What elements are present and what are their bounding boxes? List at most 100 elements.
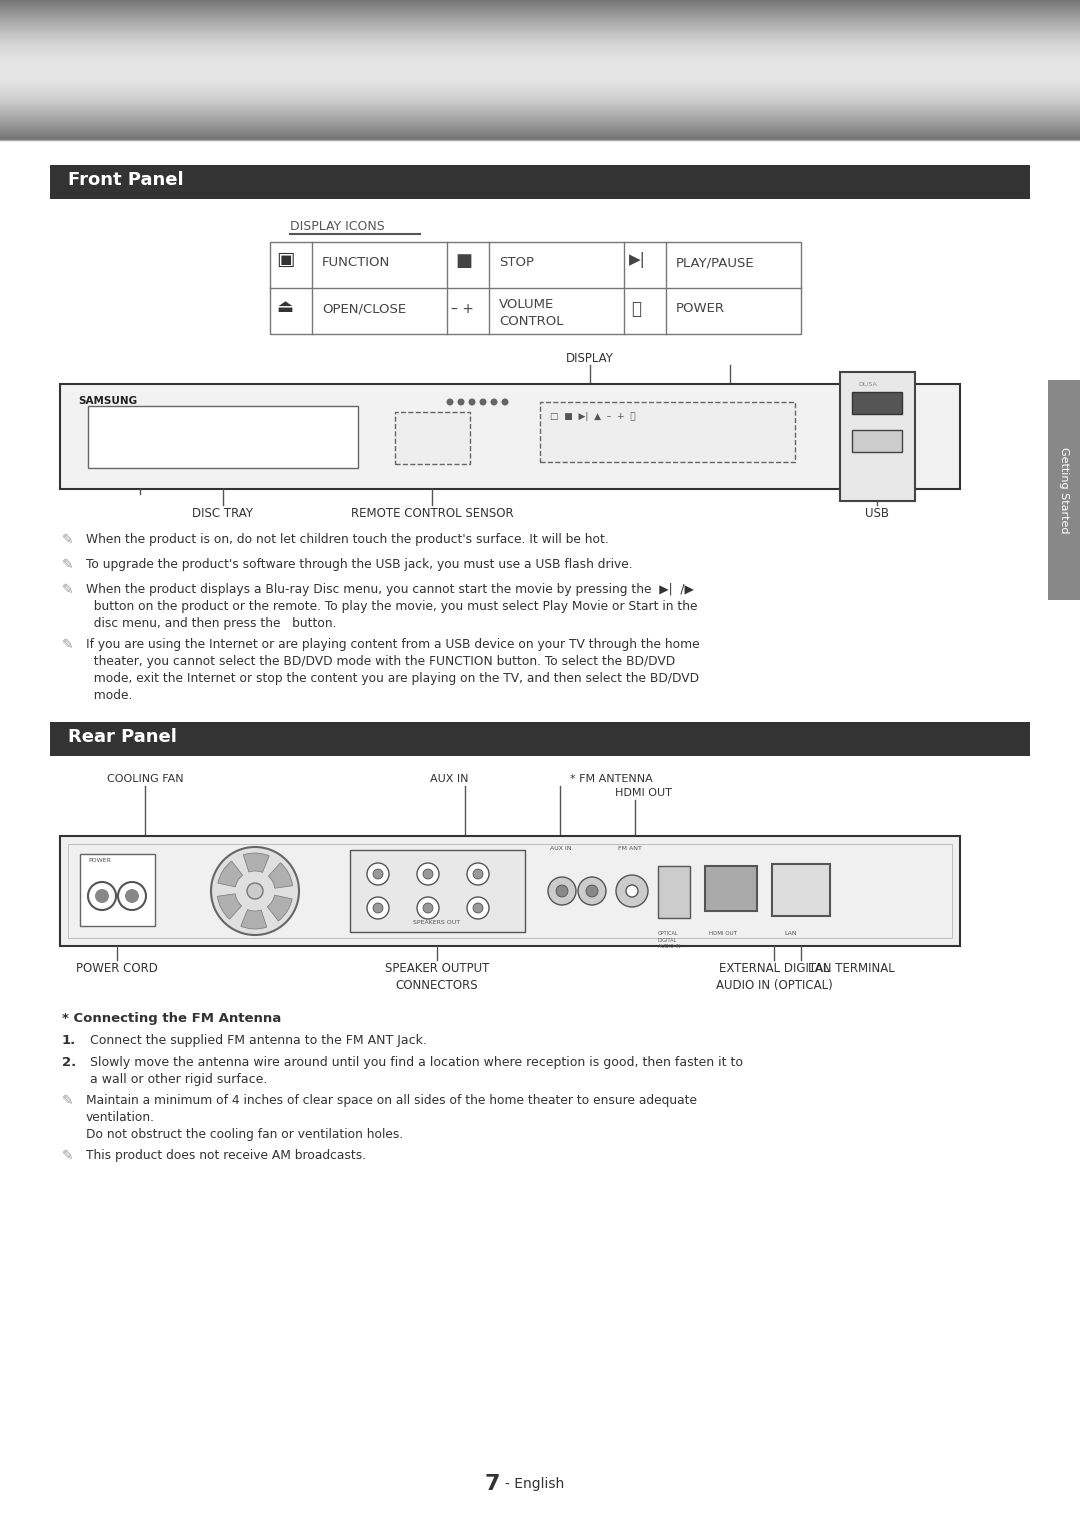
Circle shape: [616, 875, 648, 907]
Text: When the product is on, do not let children touch the product's surface. It will: When the product is on, do not let child…: [86, 533, 609, 545]
Text: SAMSUNG: SAMSUNG: [78, 395, 137, 406]
Bar: [270, 242, 801, 334]
Text: □  ■  ▶|  ▲  –  +  ⏻: □ ■ ▶| ▲ – + ⏻: [550, 412, 636, 421]
Wedge shape: [243, 853, 269, 872]
Text: When the product displays a Blu-ray Disc menu, you cannot start the movie by pre: When the product displays a Blu-ray Disc…: [86, 584, 698, 630]
Text: Front Panel: Front Panel: [68, 172, 184, 188]
Text: COOLING FAN: COOLING FAN: [107, 774, 184, 784]
Text: REMOTE CONTROL SENSOR: REMOTE CONTROL SENSOR: [351, 507, 513, 519]
Circle shape: [417, 898, 438, 919]
Text: FM ANT: FM ANT: [618, 846, 642, 850]
Bar: [395, 412, 470, 464]
Text: STOP: STOP: [499, 256, 534, 270]
Bar: [540, 401, 795, 463]
Text: ✎: ✎: [62, 1149, 73, 1163]
Circle shape: [373, 902, 383, 913]
Text: EXTERNAL DIGITAL
AUDIO IN (OPTICAL): EXTERNAL DIGITAL AUDIO IN (OPTICAL): [716, 962, 833, 993]
Text: ✎: ✎: [62, 584, 73, 597]
Wedge shape: [241, 910, 267, 928]
Bar: [60, 385, 960, 489]
Circle shape: [556, 885, 568, 898]
Circle shape: [501, 398, 509, 406]
Text: AUX IN: AUX IN: [550, 846, 571, 850]
Text: SPEAKER OUTPUT
CONNECTORS: SPEAKER OUTPUT CONNECTORS: [384, 962, 489, 993]
Circle shape: [578, 876, 606, 905]
Circle shape: [548, 876, 576, 905]
Circle shape: [473, 902, 483, 913]
Text: POWER: POWER: [87, 858, 111, 863]
Text: LAN: LAN: [784, 931, 797, 936]
Bar: [68, 844, 951, 938]
Circle shape: [87, 882, 116, 910]
Text: DISC TRAY: DISC TRAY: [192, 507, 254, 519]
Circle shape: [373, 869, 383, 879]
Circle shape: [467, 863, 489, 885]
Circle shape: [586, 885, 598, 898]
Circle shape: [467, 898, 489, 919]
Text: Maintain a minimum of 4 inches of clear space on all sides of the home theater t: Maintain a minimum of 4 inches of clear …: [86, 1094, 697, 1141]
Circle shape: [446, 398, 454, 406]
Circle shape: [473, 869, 483, 879]
Circle shape: [480, 398, 486, 406]
Text: Connect the supplied FM antenna to the FM ANT Jack.: Connect the supplied FM antenna to the F…: [90, 1034, 427, 1046]
Circle shape: [367, 863, 389, 885]
Text: 1.: 1.: [62, 1034, 77, 1046]
Text: USB: USB: [865, 507, 889, 519]
Bar: [705, 866, 757, 912]
Text: * FM ANTENNA: * FM ANTENNA: [570, 774, 652, 784]
Circle shape: [423, 869, 433, 879]
Circle shape: [417, 863, 438, 885]
Bar: [60, 836, 960, 945]
Text: ⏻: ⏻: [631, 300, 642, 319]
Bar: [658, 866, 690, 918]
Text: To upgrade the product's software through the USB jack, you must use a USB flash: To upgrade the product's software throug…: [86, 558, 633, 571]
Bar: [1048, 380, 1080, 601]
Circle shape: [469, 398, 475, 406]
Wedge shape: [217, 893, 242, 919]
Text: HDMI OUT: HDMI OUT: [708, 931, 737, 936]
Text: Getting Started: Getting Started: [1059, 447, 1069, 533]
Text: DL/SA: DL/SA: [858, 381, 877, 388]
Text: Rear Panel: Rear Panel: [68, 728, 177, 746]
Circle shape: [367, 898, 389, 919]
Circle shape: [118, 882, 146, 910]
Text: * Connecting the FM Antenna: * Connecting the FM Antenna: [62, 1013, 281, 1025]
Circle shape: [95, 889, 109, 902]
Text: DISPLAY ICONS: DISPLAY ICONS: [291, 221, 384, 233]
Text: – +: – +: [451, 302, 474, 316]
Text: ✎: ✎: [62, 533, 73, 547]
Bar: [840, 372, 915, 501]
Bar: [87, 406, 357, 467]
Text: SPEAKERS OUT: SPEAKERS OUT: [414, 921, 460, 925]
Text: ⏏: ⏏: [276, 299, 293, 316]
Circle shape: [423, 902, 433, 913]
Text: FUNCTION: FUNCTION: [322, 256, 390, 270]
Bar: [50, 165, 1030, 199]
Bar: [350, 850, 525, 931]
Text: OPEN/CLOSE: OPEN/CLOSE: [322, 302, 406, 316]
Circle shape: [211, 847, 299, 935]
Text: PLAY/PAUSE: PLAY/PAUSE: [676, 256, 755, 270]
Text: Slowly move the antenna wire around until you find a location where reception is: Slowly move the antenna wire around unti…: [90, 1056, 743, 1086]
Text: 2.: 2.: [62, 1056, 77, 1069]
Bar: [772, 864, 831, 916]
Text: POWER CORD: POWER CORD: [76, 962, 158, 974]
Wedge shape: [269, 863, 293, 889]
Bar: [852, 392, 902, 414]
Text: DISPLAY: DISPLAY: [566, 352, 613, 365]
Circle shape: [458, 398, 464, 406]
Text: AUX IN: AUX IN: [430, 774, 469, 784]
Circle shape: [626, 885, 638, 898]
Bar: [80, 853, 156, 925]
Text: 7: 7: [485, 1474, 500, 1494]
Text: This product does not receive AM broadcasts.: This product does not receive AM broadca…: [86, 1149, 366, 1161]
Circle shape: [125, 889, 139, 902]
Text: POWER: POWER: [676, 302, 725, 316]
Text: LAN TERMINAL: LAN TERMINAL: [808, 962, 894, 974]
Text: ✎: ✎: [62, 1094, 73, 1108]
Text: If you are using the Internet or are playing content from a USB device on your T: If you are using the Internet or are pla…: [86, 637, 700, 702]
Wedge shape: [268, 895, 293, 921]
Bar: [50, 722, 1030, 755]
Text: ✎: ✎: [62, 637, 73, 653]
Text: - English: - English: [505, 1477, 564, 1491]
